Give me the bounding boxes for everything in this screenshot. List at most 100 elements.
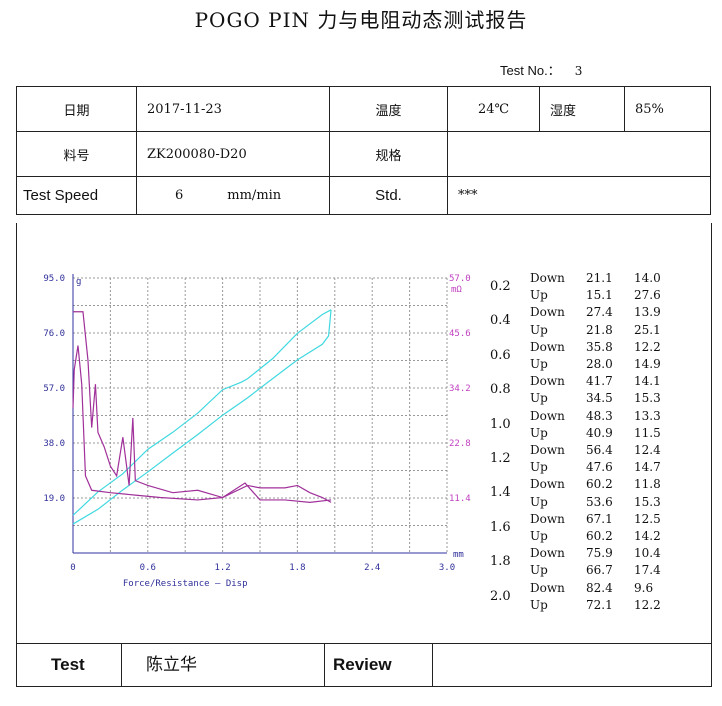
up-label: Up — [530, 391, 548, 406]
down-resistance: 13.3 — [634, 408, 661, 423]
down-label: Down — [530, 477, 565, 492]
y-unit-label: g — [76, 277, 81, 287]
y2-tick-label: 11.4 — [449, 494, 471, 504]
y-tick-label: 19.0 — [43, 494, 65, 504]
down-force: 27.4 — [586, 305, 613, 320]
down-label: Down — [530, 408, 565, 423]
disp-value: 1.6 — [490, 519, 511, 535]
std-label: Std. — [329, 176, 448, 215]
y2-tick-label: 34.2 — [449, 384, 471, 394]
down-force: 75.9 — [586, 546, 613, 561]
x-axis-title: Force/Resistance — Disp — [123, 579, 248, 589]
test-number: Test No.： 3 — [500, 60, 582, 79]
result-row: 0.6 Down Up 35.8 28.0 12.2 14.9 — [490, 339, 682, 373]
speed-cell: 6 mm/min — [136, 176, 330, 215]
result-row: 1.6 Down Up 67.1 60.2 12.5 14.2 — [490, 511, 682, 545]
disp-value: 0.4 — [490, 313, 511, 329]
up-resistance: 12.2 — [634, 597, 661, 612]
x-tick-label: 1.8 — [289, 563, 305, 573]
part-value: ZK200080-D20 — [136, 131, 330, 177]
up-force: 28.0 — [586, 356, 613, 371]
up-label: Up — [530, 322, 548, 337]
std-value: *** — [447, 176, 711, 215]
up-label: Up — [530, 288, 548, 303]
disp-value: 0.6 — [490, 347, 511, 363]
resistance-curve — [72, 345, 332, 503]
date-value: 2017-11-23 — [136, 86, 330, 132]
y2-tick-label: 45.6 — [449, 329, 471, 339]
y2-unit-label: mΩ — [451, 285, 462, 295]
down-label: Down — [530, 511, 565, 526]
disp-value: 1.8 — [490, 554, 511, 570]
down-force: 48.3 — [586, 408, 613, 423]
up-resistance: 15.3 — [634, 391, 661, 406]
up-force: 47.6 — [586, 460, 613, 475]
test-number-value: 3 — [574, 64, 583, 78]
force-curve — [72, 309, 332, 516]
y-tick-label: 38.0 — [43, 439, 65, 449]
down-label: Down — [530, 546, 565, 561]
down-resistance: 12.5 — [634, 511, 661, 526]
y2-tick-label: 57.0 — [449, 274, 471, 284]
speed-unit: mm/min — [227, 188, 282, 203]
disp-value: 0.8 — [490, 382, 511, 398]
down-label: Down — [530, 442, 565, 457]
up-label: Up — [530, 460, 548, 475]
x-tick-label: 3.0 — [439, 563, 455, 573]
down-force: 41.7 — [586, 374, 613, 389]
down-force: 67.1 — [586, 511, 613, 526]
up-force: 21.8 — [586, 322, 613, 337]
down-resistance: 10.4 — [634, 546, 661, 561]
test-number-label: Test No.： — [500, 63, 561, 78]
up-label: Up — [530, 597, 548, 612]
down-resistance: 12.2 — [634, 339, 661, 354]
result-row: 1.2 Down Up 56.4 47.6 12.4 14.7 — [490, 442, 682, 476]
up-resistance: 14.9 — [634, 356, 661, 371]
disp-value: 0.2 — [490, 279, 511, 294]
up-force: 34.5 — [586, 391, 613, 406]
result-row: 2.0 Down Up 82.4 72.1 9.6 12.2 — [490, 580, 682, 614]
review-label: Review — [324, 644, 433, 686]
down-label: Down — [530, 580, 565, 595]
down-resistance: 9.6 — [634, 580, 654, 595]
result-row: 0.2 Down Up 21.1 15.1 14.0 27.6 — [490, 270, 682, 304]
up-label: Up — [530, 425, 548, 440]
result-row: 1.4 Down Up 60.2 53.6 11.8 15.3 — [490, 476, 682, 510]
down-label: Down — [530, 339, 565, 354]
result-row: 1.8 Down Up 75.9 66.7 10.4 17.4 — [490, 545, 682, 579]
x-unit-label: mm — [453, 550, 464, 560]
disp-value: 1.0 — [490, 416, 511, 432]
down-force: 21.1 — [586, 271, 613, 285]
reviewer-name — [432, 644, 703, 686]
y-tick-label: 76.0 — [43, 329, 65, 339]
up-resistance: 11.5 — [634, 425, 661, 440]
down-force: 60.2 — [586, 477, 613, 492]
down-resistance: 11.8 — [634, 477, 661, 492]
x-tick-label: 0 — [70, 563, 75, 573]
x-tick-label: 2.4 — [364, 563, 380, 573]
up-label: Up — [530, 563, 548, 578]
up-label: Up — [530, 494, 548, 509]
down-force: 82.4 — [586, 580, 613, 595]
down-label: Down — [530, 305, 565, 320]
up-resistance: 15.3 — [634, 494, 661, 509]
x-tick-label: 0.6 — [140, 563, 156, 573]
up-force: 66.7 — [586, 563, 613, 578]
down-resistance: 14.0 — [634, 271, 661, 285]
up-label: Up — [530, 356, 548, 371]
up-resistance: 17.4 — [634, 563, 661, 578]
down-resistance: 13.9 — [634, 305, 661, 320]
up-force: 53.6 — [586, 494, 613, 509]
disp-value: 1.4 — [490, 485, 511, 501]
humidity-value: 85% — [624, 86, 711, 132]
down-force: 56.4 — [586, 442, 613, 457]
part-label: 料号 — [16, 131, 137, 177]
humidity-label: 湿度 — [539, 86, 625, 132]
speed-label: Test Speed — [16, 176, 137, 215]
up-force: 40.9 — [586, 425, 613, 440]
x-tick-label: 1.2 — [214, 563, 230, 573]
info-table: 日期 2017-11-23 温度 24℃ 湿度 85% 料号 ZK200080-D20 规格 … — [16, 86, 711, 215]
result-row: 0.4 Down Up 27.4 21.8 13.9 25.1 — [490, 304, 682, 338]
down-label: Down — [530, 374, 565, 389]
up-force: 72.1 — [586, 597, 613, 612]
